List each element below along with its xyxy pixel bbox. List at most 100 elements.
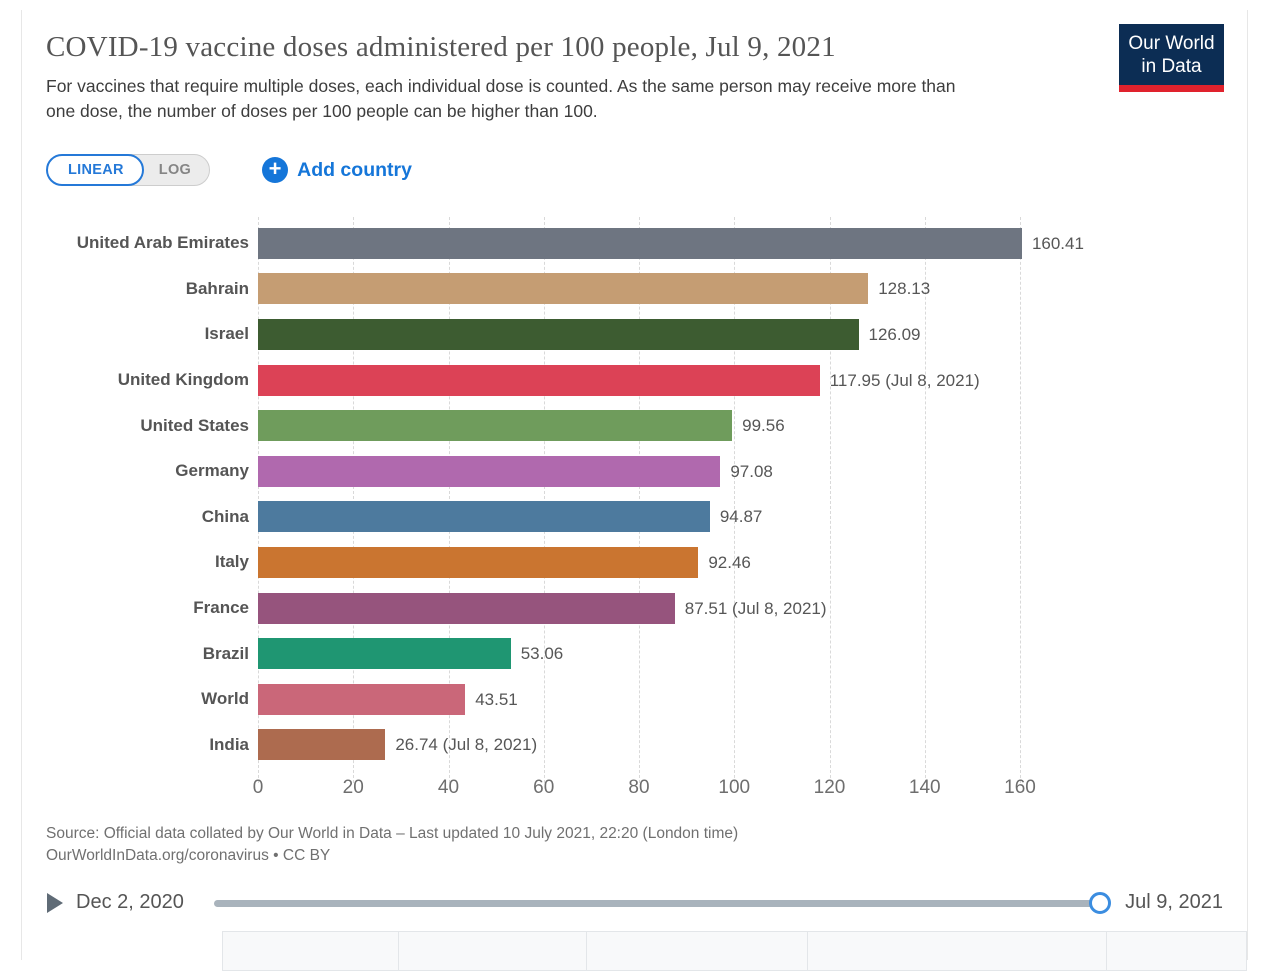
bar-area: 128.13: [258, 273, 1247, 305]
country-label: India: [209, 734, 249, 754]
bar-row: United States 99.56: [22, 403, 1247, 449]
bar-brazil[interactable]: [258, 638, 511, 670]
value-label: 43.51: [475, 689, 518, 709]
timeline: Dec 2, 2020 Jul 9, 2021: [22, 888, 1247, 918]
x-tick-label: 140: [908, 776, 941, 798]
value-label: 128.13: [878, 279, 931, 299]
country-label: Italy: [214, 552, 249, 572]
play-icon: [47, 892, 63, 913]
bar-area: 117.95 (Jul 8, 2021): [258, 364, 1247, 396]
value-label: 87.51 (Jul 8, 2021): [684, 598, 827, 618]
data-table-preview: [222, 930, 1247, 971]
slider-handle[interactable]: [1089, 891, 1112, 914]
bar-row: United Kingdom 117.95 (Jul 8, 2021): [22, 357, 1247, 403]
gridline: [258, 217, 259, 783]
value-label: 92.46: [708, 552, 751, 572]
gridline: [448, 217, 450, 783]
table-cell: [1106, 930, 1247, 971]
country-label: Israel: [204, 324, 249, 344]
x-tick-label: 160: [1004, 776, 1036, 798]
x-tick-label: 40: [437, 776, 460, 798]
owid-logo[interactable]: Our World in Data: [1119, 24, 1224, 92]
bar-chart: United Arab Emirates 160.41 Bahrain 128.13 I…: [22, 217, 1247, 804]
gridline: [353, 217, 355, 783]
x-tick-label: 100: [718, 776, 751, 798]
bar-united-states[interactable]: [258, 410, 733, 442]
bar-row: Brazil 53.06: [22, 631, 1247, 677]
country-label: France: [193, 598, 249, 618]
linear-scale-button[interactable]: LINEAR: [46, 154, 144, 187]
bar-row: World 43.51: [22, 676, 1247, 722]
chart-title: COVID-19 vaccine doses administered per …: [46, 31, 836, 63]
source-line1: Source: Official data collated by Our Wo…: [46, 824, 739, 842]
value-label: 97.08: [730, 461, 773, 481]
bar-row: China 94.87: [22, 494, 1247, 540]
gridline: [829, 217, 831, 783]
bar-row: India 26.74 (Jul 8, 2021): [22, 722, 1247, 768]
bar-row: Israel 126.09: [22, 312, 1247, 358]
bar-area: 53.06: [258, 638, 1247, 670]
add-country-button[interactable]: + Add country: [262, 157, 412, 184]
bar-united-arab-emirates[interactable]: [258, 227, 1022, 259]
source-note: Source: Official data collated by Our Wo…: [22, 823, 1247, 867]
x-tick-label: 20: [342, 776, 364, 798]
add-country-label: Add country: [297, 158, 412, 181]
owid-logo-line2: in Data: [1141, 55, 1202, 77]
bar-china[interactable]: [258, 501, 710, 533]
plus-icon: +: [262, 157, 289, 184]
bar-area: 43.51: [258, 683, 1247, 715]
bar-area: 26.74 (Jul 8, 2021): [258, 729, 1247, 761]
owid-logo-line1: Our World: [1128, 32, 1215, 54]
gridline: [924, 217, 926, 783]
value-label: 26.74 (Jul 8, 2021): [395, 735, 538, 755]
country-label: Brazil: [202, 643, 249, 663]
bar-area: 87.51 (Jul 8, 2021): [258, 592, 1247, 624]
bar-row: Bahrain 128.13: [22, 266, 1247, 312]
gridline: [734, 217, 736, 783]
value-label: 160.41: [1031, 233, 1084, 253]
x-tick-label: 120: [813, 776, 846, 798]
chart-subtitle: For vaccines that require multiple doses…: [46, 75, 956, 121]
bar-area: 126.09: [258, 318, 1247, 350]
bar-area: 94.87: [258, 501, 1247, 533]
gridlines: [258, 217, 1247, 783]
bar-area: 97.08: [258, 455, 1247, 487]
bar-world[interactable]: [258, 683, 466, 715]
bar-france[interactable]: [258, 592, 675, 624]
bar-row: United Arab Emirates 160.41: [22, 220, 1247, 266]
bar-united-kingdom[interactable]: [258, 364, 820, 396]
bar-bahrain[interactable]: [258, 273, 869, 305]
country-label: United States: [140, 415, 249, 435]
gridline: [639, 217, 640, 783]
country-label: United Kingdom: [117, 370, 249, 390]
x-axis: 0 20 40 60 80 100 120 140 160: [253, 772, 1247, 804]
bar-row: Italy 92.46: [22, 540, 1247, 586]
table-cell: [222, 930, 399, 971]
play-button[interactable]: [46, 892, 66, 914]
slider-track[interactable]: [213, 899, 1102, 907]
value-label: 94.87: [719, 507, 763, 527]
bar-india[interactable]: [258, 729, 386, 761]
chart-card: COVID-19 vaccine doses administered per …: [21, 10, 1248, 971]
x-tick-label: 80: [628, 776, 650, 798]
plot-area: United Arab Emirates 160.41 Bahrain 128.13 I…: [22, 217, 1247, 783]
value-label: 53.06: [520, 644, 564, 664]
gridline: [543, 217, 545, 783]
x-tick-label: 60: [533, 776, 555, 798]
bar-israel[interactable]: [258, 318, 859, 350]
country-label: China: [201, 506, 249, 526]
timeline-start-date: Dec 2, 2020: [76, 891, 184, 914]
bar-area: 160.41: [258, 227, 1247, 259]
bar-germany[interactable]: [258, 455, 721, 487]
x-tick-label: 0: [252, 776, 264, 798]
country-label: Bahrain: [185, 278, 249, 298]
chart-controls: LINEAR LOG + Add country: [22, 153, 1247, 187]
timeline-slider[interactable]: [213, 891, 1112, 914]
country-label: World: [201, 689, 249, 709]
bar-italy[interactable]: [258, 546, 699, 578]
gridline: [1020, 217, 1021, 783]
chart-header: COVID-19 vaccine doses administered per …: [22, 10, 1247, 123]
bar-area: 99.56: [258, 410, 1247, 442]
table-cell: [807, 930, 1107, 971]
country-label: United Arab Emirates: [76, 233, 249, 253]
